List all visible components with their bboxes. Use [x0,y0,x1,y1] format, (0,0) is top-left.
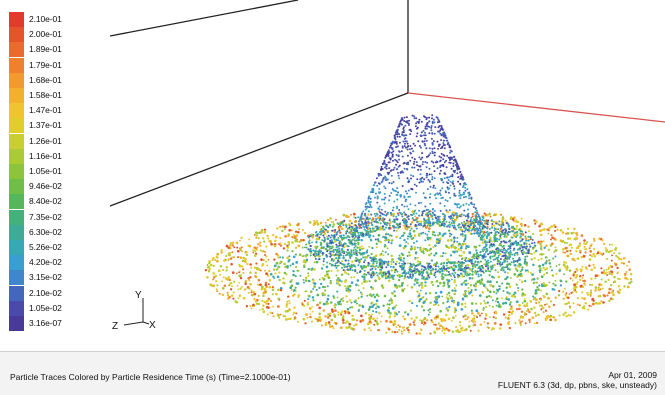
floor-edge-red [407,92,665,123]
axis-x-label: X [149,320,156,331]
axis-triad: Y Z X [112,290,156,332]
axis-z-label: Z [112,321,118,332]
colorbar-label: 1.16e-01 [29,150,62,161]
solver-info: FLUENT 6.3 (3d, dp, pbns, ske, unsteady) [497,380,657,390]
colorbar-swatch [9,270,24,286]
colorbar-swatch [9,133,24,149]
colorbar-label: 1.79e-01 [29,59,62,70]
graphics-viewport[interactable]: 2.10e-01 2.00e-01 1.89e-01 1.79e-01 1.68e-01… [0,0,665,350]
colorbar-swatch [9,57,24,73]
colorbar-swatch [9,179,24,195]
colorbar-label: 3.15e-02 [29,272,62,283]
colorbar-swatch [9,255,24,271]
colorbar-legend: 2.10e-01 2.00e-01 1.89e-01 1.79e-01 1.68e-01… [9,12,109,333]
axis-y-label: Y [135,290,142,301]
colorbar-swatch [9,118,24,134]
colorbar-swatch [9,300,24,316]
colorbar-label: 1.47e-01 [29,105,62,116]
colorbar-swatch [9,194,24,210]
colorbar-label: 3.16e-07 [29,318,62,328]
plot-caption: Particle Traces Colored by Particle Resi… [10,372,291,382]
colorbar-label: 6.30e-02 [29,226,62,237]
colorbar-swatch [9,285,24,301]
particle-scene [109,0,665,335]
colorbar-label: 4.20e-02 [29,257,62,268]
colorbar-label: 1.89e-01 [29,44,62,55]
box-edge-top [109,0,299,37]
box-edge-back [109,92,409,207]
colorbar-swatch [9,164,24,179]
plot-date: Apr 01, 2009 [608,370,657,380]
colorbar-label: 1.05e-01 [29,166,62,176]
colorbar-label: 2.00e-01 [29,29,62,40]
colorbar-label: 7.35e-02 [29,211,62,222]
colorbar-swatch [9,209,24,225]
colorbar-swatch [9,72,24,88]
colorbar-swatch [9,103,24,119]
colorbar-label: 1.68e-01 [29,74,62,85]
colorbar-swatch [9,88,24,103]
colorbar-label: 1.26e-01 [29,135,62,146]
colorbar-label: 1.37e-01 [29,120,62,131]
colorbar-swatch [9,224,24,240]
colorbar-swatch [9,27,24,43]
colorbar-swatch [9,148,24,164]
particle-cloud [204,114,633,335]
colorbar-label: 2.10e-02 [29,287,62,298]
colorbar-label: 1.58e-01 [29,90,62,100]
colorbar-label: 8.40e-02 [29,196,62,207]
colorbar-swatch [9,316,24,331]
colorbar-label: 5.26e-02 [29,242,62,252]
colorbar-swatch [9,12,24,27]
footer-bar: Particle Traces Colored by Particle Resi… [0,351,665,395]
colorbar-swatch [9,240,24,255]
colorbar-label: 1.05e-02 [29,302,62,313]
colorbar-label: 2.10e-01 [29,14,62,24]
colorbar-label: 9.46e-02 [29,181,62,192]
colorbar-swatch [9,42,24,58]
